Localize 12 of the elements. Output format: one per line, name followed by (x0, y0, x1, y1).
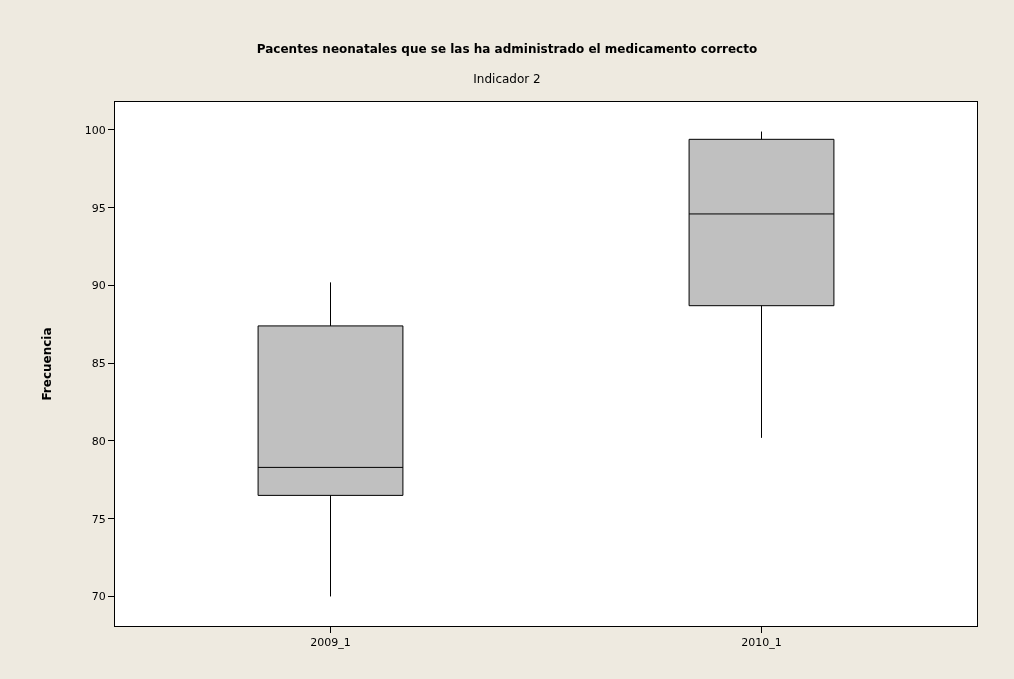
chart-subtitle: Indicador 2 (473, 72, 541, 87)
x-tick-label: 2010_1 (741, 636, 782, 650)
chart-title: Pacentes neonatales que se las ha administrado el medicamento correcto (256, 41, 758, 56)
y-tick-label: 75 (91, 512, 106, 526)
y-tick-label: 70 (91, 590, 106, 604)
y-axis-title: Frecuencia (40, 327, 55, 401)
y-tick-label: 85 (91, 357, 106, 371)
y-tick-label: 80 (91, 434, 106, 448)
y-tick-label: 100 (84, 123, 106, 137)
y-tick-label: 90 (91, 279, 106, 293)
x-tick-label: 2009_1 (310, 636, 351, 650)
y-tick-label: 95 (91, 201, 106, 215)
